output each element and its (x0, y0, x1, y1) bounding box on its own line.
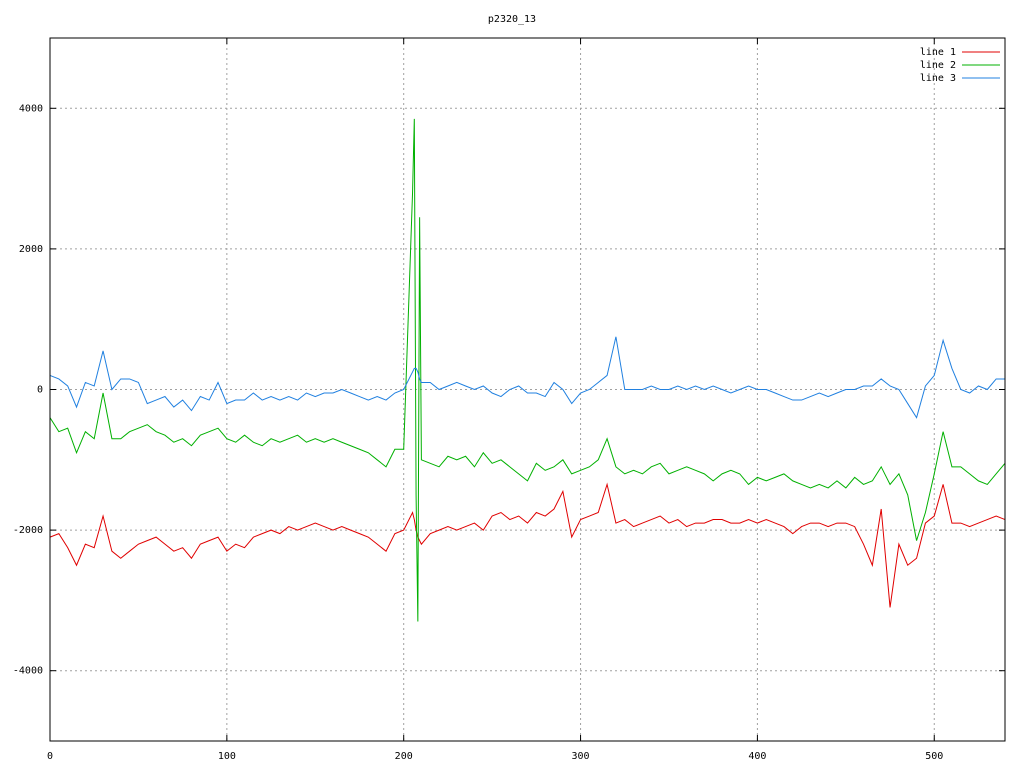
legend-label: line 3 (920, 73, 956, 84)
x-tick-label: 500 (925, 751, 943, 762)
series-line (49, 118, 1006, 622)
x-tick-label: 100 (218, 751, 236, 762)
legend-label: line 1 (920, 47, 956, 58)
plot-border (49, 37, 1006, 742)
x-tick-label: 300 (572, 751, 590, 762)
legend-label: line 2 (920, 60, 956, 71)
x-tick-label: 200 (395, 751, 413, 762)
chart-title: p2320_13 (488, 14, 536, 25)
series-line (49, 482, 1006, 608)
y-tick-label: -4000 (13, 666, 43, 677)
x-tick-label: 0 (47, 751, 53, 762)
y-tick-label: -2000 (13, 525, 43, 536)
y-tick-label: 2000 (19, 244, 43, 255)
y-tick-label: 4000 (19, 103, 43, 114)
y-tick-label: 0 (37, 385, 43, 396)
series-line (49, 336, 1005, 419)
x-tick-label: 400 (748, 751, 766, 762)
